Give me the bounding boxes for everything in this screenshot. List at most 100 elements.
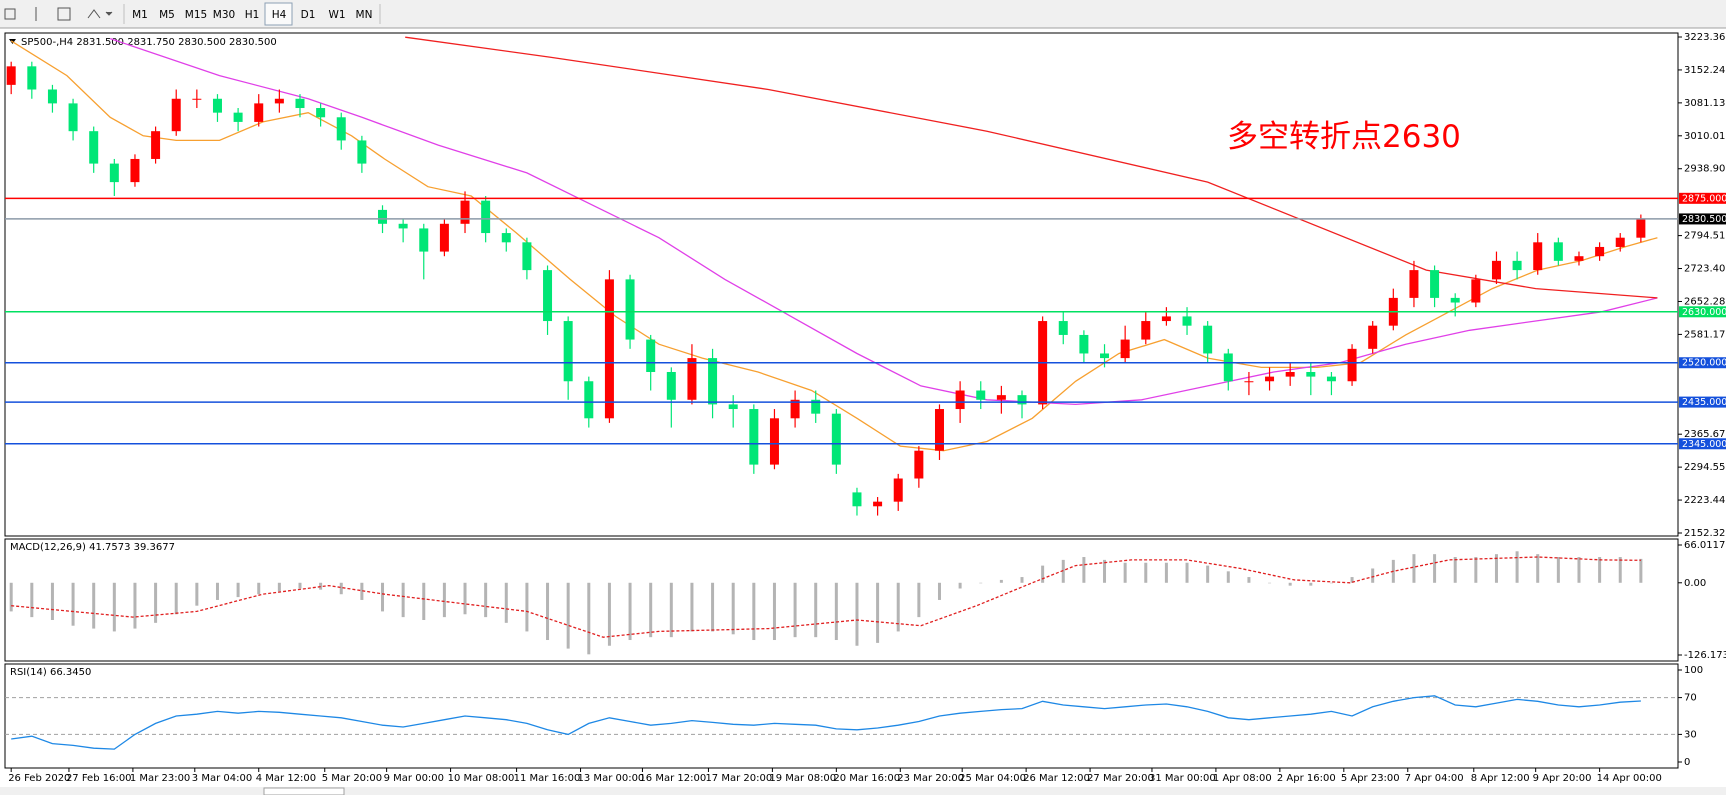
histogram-bar [1433,554,1437,583]
y-tick-label: 2723.400 [1684,264,1726,275]
icon-crosshair[interactable] [4,8,16,20]
histogram-bar [1288,582,1292,586]
histogram-bar [1144,562,1148,583]
timeframe-button[interactable]: M5 [159,9,175,21]
timeframe-button[interactable]: H1 [245,9,260,21]
histogram-bar [1474,557,1478,583]
candle-body [378,209,388,224]
candle-body [1553,242,1563,261]
histogram-bar [1494,554,1498,583]
y-tick-label: 2152.325 [1684,528,1726,539]
histogram-bar [752,582,756,641]
histogram-bar [401,582,405,618]
candle-body [439,223,449,252]
y-tick-label: 70 [1684,693,1697,704]
timeframe-button[interactable]: M1 [132,9,148,21]
candle-body [1203,325,1213,354]
level-tag-label: 2830.500 [1682,214,1726,225]
candle-body [522,242,532,271]
y-tick-label: 2794.515 [1684,231,1726,242]
y-tick-label: 100 [1684,665,1703,676]
candle-body [790,399,800,419]
histogram-bar [1577,557,1581,583]
histogram-bar [422,582,426,620]
timeframe-button[interactable]: M30 [213,9,235,21]
histogram-bar [546,582,550,641]
rsi-panel [4,663,1679,769]
y-tick-label: 2294.555 [1684,462,1726,473]
chart-title: SP500-,H4 2831.500 2831.750 2830.500 283… [21,37,277,48]
candle-body [460,200,470,224]
timeframe-button[interactable]: H4 [272,9,287,21]
histogram-bar [1123,562,1127,583]
icon-dropdown[interactable] [105,11,113,16]
x-tick-label: 27 Mar 20:00 [1087,773,1154,784]
icon-text[interactable] [57,7,71,21]
candle-body [563,321,573,382]
indicator-line [10,40,1658,452]
candle-body [1285,371,1295,377]
timeframe-button[interactable]: M15 [185,9,207,21]
histogram-bar [463,582,467,615]
timeframe-buttons: M1 M5 M15 M30 H1 H4 D1 W1 MN [132,9,372,21]
histogram-bar [525,582,529,632]
candle-body [1615,237,1625,247]
candle-body [769,418,779,465]
x-tick-label: 9 Apr 20:00 [1533,773,1592,784]
histogram-bar [1350,577,1354,583]
timeframe-button[interactable]: MN [356,9,373,21]
candle-body [1141,321,1151,340]
histogram-bar [649,582,653,638]
histogram-bar [607,582,611,646]
histogram-bar [381,582,385,612]
level-tag-label: 2520.000 [1682,358,1726,369]
x-tick-label: 5 Apr 23:00 [1341,773,1400,784]
histogram-bar [504,582,508,623]
x-tick-label: 4 Mar 12:00 [256,773,316,784]
histogram-bar [1515,551,1519,583]
histogram-bar [1412,554,1416,583]
candle-body [47,89,57,104]
histogram-bar [112,582,116,632]
y-tick-label: 2365.670 [1684,429,1726,440]
candle-body [625,279,635,340]
histogram-bar [917,582,921,618]
x-tick-label: 16 Mar 12:00 [639,773,706,784]
level-tag-label: 2630.000 [1682,307,1726,318]
candle-body [1512,260,1522,271]
chart-tab[interactable] [263,787,345,795]
candle-body [1533,242,1543,271]
histogram-bar [257,582,261,595]
candle-body [1430,270,1440,298]
candle-body [934,409,944,451]
histogram-bar [1453,557,1457,583]
histogram-bar [1536,554,1540,583]
histogram-bar [566,582,570,649]
histogram-bar [1185,562,1189,583]
timeframe-button[interactable]: D1 [301,9,316,21]
y-tick-label: 0 [1684,757,1690,768]
candle-body [1017,395,1027,405]
candle-body [233,112,243,122]
histogram-bar [1268,582,1272,584]
y-tick-label: 3152.245 [1684,65,1726,76]
timeframe-button[interactable]: W1 [328,9,345,21]
x-tick-label: 10 Mar 08:00 [448,773,515,784]
x-tick-label: 17 Mar 20:00 [705,773,772,784]
price-panel [4,32,1679,537]
candle-body [1265,376,1275,382]
indicator-line [11,695,1641,750]
rsi-title: RSI(14) 66.3450 [10,667,91,678]
histogram-bar [1020,577,1024,583]
x-tick-label: 3 Mar 04:00 [192,773,252,784]
histogram-bar [236,582,240,598]
candle-body [1244,381,1254,383]
x-tick-label: 5 Mar 20:00 [322,773,382,784]
histogram-bar [154,582,158,623]
icon-shapes[interactable] [87,9,101,19]
histogram-bar [731,582,735,635]
histogram-bar [1103,559,1107,583]
x-tick-label: 2 Apr 16:00 [1277,773,1336,784]
level-tag [1679,357,1726,369]
